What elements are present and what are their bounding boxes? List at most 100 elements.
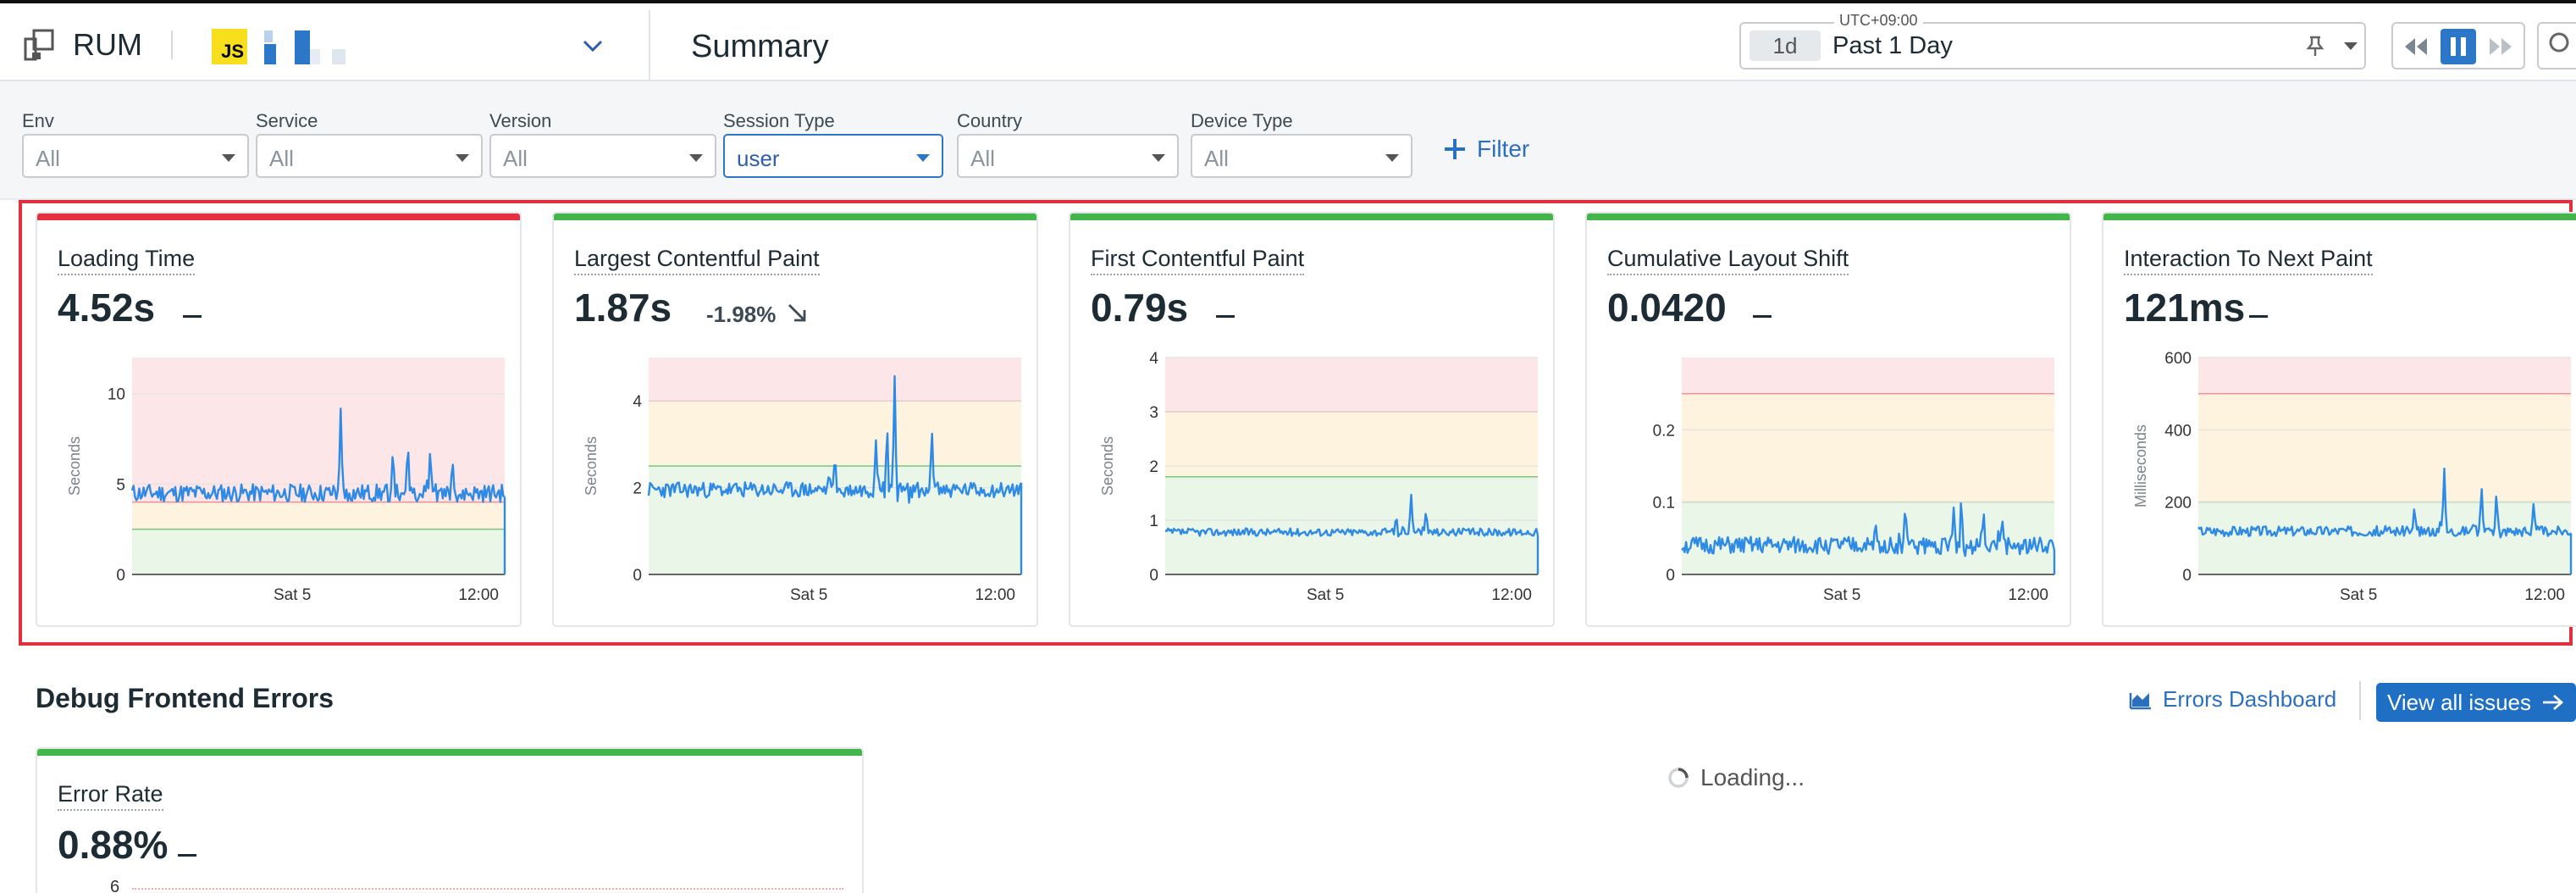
y-tick-label: 0 <box>2182 567 2192 585</box>
y-tick-label: 0 <box>1149 567 1158 585</box>
time-range-chip: 1d <box>1750 31 1821 61</box>
needs-improvement-zone <box>1682 393 2054 502</box>
caret-down-icon[interactable] <box>2341 36 2361 56</box>
filter-value: All <box>1204 146 1229 171</box>
country-filter[interactable]: Country All <box>957 110 1179 178</box>
view-all-issues-button[interactable]: View all issues <box>2376 683 2576 722</box>
metric-card-loading-time[interactable]: Loading Time 4.52s 0 5 10 Sat 5 12:00 Seconds <box>36 212 522 627</box>
trend-flat-icon <box>183 315 202 318</box>
good-zone <box>1165 476 1538 574</box>
chevron-down-icon[interactable] <box>579 32 606 59</box>
card-title[interactable]: Cumulative Layout Shift <box>1607 246 1849 275</box>
fast-forward-button[interactable] <box>2483 29 2518 64</box>
y-tick-label: 6 <box>110 878 120 893</box>
pause-icon <box>2451 37 2466 56</box>
series-line <box>2197 467 2572 539</box>
needs-improvement-zone <box>132 502 505 530</box>
error-rate-card[interactable]: Error Rate 0.88% 6 <box>36 747 864 893</box>
card-value: 1.87s <box>574 286 672 330</box>
plus-icon <box>1445 139 1465 159</box>
status-bar <box>1070 214 1553 220</box>
x-tick-label: 12:00 <box>1491 586 1532 604</box>
rewind-button[interactable] <box>2398 29 2434 64</box>
card-title[interactable]: Largest Contentful Paint <box>574 246 820 275</box>
timezone-label: UTC+09:00 <box>1834 12 1923 30</box>
filter-label: Session Type <box>723 110 835 131</box>
y-tick-label: 2 <box>1149 458 1158 476</box>
y-axis-label: Seconds <box>1099 436 1116 496</box>
env-select[interactable]: All <box>22 134 249 178</box>
section-title: Debug Frontend Errors <box>36 683 334 713</box>
service-select[interactable]: All <box>256 134 483 178</box>
filter-value: All <box>269 146 294 171</box>
card-title[interactable]: Loading Time <box>58 246 196 275</box>
session-type-select[interactable]: user <box>723 134 943 178</box>
y-tick-label: 4 <box>1149 350 1158 368</box>
line-chart: 0 200 400 600 Sat 5 12:00 Milliseconds <box>2132 350 2573 604</box>
filter-bar: Env All Service All Version All Session … <box>0 81 2576 200</box>
caret-down-icon <box>222 154 235 162</box>
pin-icon[interactable] <box>2303 34 2327 58</box>
poor-zone <box>132 358 505 502</box>
env-filter[interactable]: Env All <box>22 110 249 178</box>
metric-card-interaction-to-next-paint[interactable]: Interaction To Next Paint 121ms 0 200 400 600… <box>2102 212 2576 627</box>
device-type-select[interactable]: All <box>1191 134 1412 178</box>
country-select[interactable]: All <box>957 134 1179 178</box>
x-tick-label: Sat 5 <box>1823 586 1860 604</box>
card-title[interactable]: First Contentful Paint <box>1091 246 1305 275</box>
x-tick-label: Sat 5 <box>2340 586 2377 604</box>
version-filter[interactable]: Version All <box>489 110 716 178</box>
metric-card-first-contentful-paint[interactable]: First Contentful Paint 0.79s 0 1 2 3 4 Sat 5 12:… <box>1069 212 1555 627</box>
view-all-issues-label: View all issues <box>2386 689 2532 715</box>
x-tick-label: Sat 5 <box>790 586 827 604</box>
filter-label: Service <box>256 110 318 131</box>
version-select[interactable]: All <box>489 134 716 178</box>
y-tick-label: 1 <box>1149 513 1158 530</box>
add-filter-button[interactable]: Filter <box>1443 132 1529 166</box>
metric-card-cumulative-layout-shift[interactable]: Cumulative Layout Shift 0.0420 0 0.1 0.2 Sat … <box>1585 212 2071 627</box>
series-line <box>1164 493 1540 538</box>
spinner-icon <box>1668 768 1689 788</box>
needs-improvement-zone <box>2198 393 2571 502</box>
filter-value: All <box>970 146 995 171</box>
card-value: 0.0420 <box>1607 286 1727 330</box>
y-tick-label: 0.2 <box>1653 422 1675 440</box>
y-tick-label: 400 <box>2164 422 2192 440</box>
y-tick-label: 5 <box>116 476 125 494</box>
y-tick-label: 0 <box>116 567 125 585</box>
line-chart: 0 0.1 0.2 Sat 5 12:00 <box>1653 358 2056 604</box>
series-line <box>130 408 506 503</box>
status-bar <box>1587 214 2070 220</box>
poor-zone <box>1165 358 1538 412</box>
metric-card-largest-contentful-paint[interactable]: Largest Contentful Paint 1.87s -1.98% 0 2 4 Sa… <box>552 212 1038 627</box>
application-badge[interactable]: JS <box>212 29 247 64</box>
filter-label: Env <box>22 110 54 131</box>
y-tick-label: 10 <box>108 386 125 404</box>
application-name-redacted[interactable] <box>261 29 371 66</box>
y-tick-label: 0.1 <box>1653 495 1675 513</box>
change-percentage: -1.98% <box>706 302 777 327</box>
device-type-filter[interactable]: Device Type All <box>1191 110 1412 178</box>
errors-dashboard-link[interactable]: Errors Dashboard <box>2129 686 2336 713</box>
loading-text: Loading... <box>1700 764 1805 790</box>
card-value: 4.52s <box>58 286 156 330</box>
service-filter[interactable]: Service All <box>256 110 483 178</box>
area-chart-icon <box>2129 692 2151 709</box>
top-bar: RUM JS Summary UTC+09:00 1d Past 1 Day <box>0 7 2576 83</box>
search-button[interactable] <box>2537 22 2576 69</box>
threshold-line <box>132 888 843 890</box>
y-tick-label: 3 <box>1149 404 1158 422</box>
session-type-filter[interactable]: Session Type user <box>723 110 943 178</box>
line-chart: 0 5 10 Sat 5 12:00 Seconds <box>66 358 506 604</box>
poor-zone <box>2198 358 2571 394</box>
x-tick-label: 12:00 <box>2524 586 2565 604</box>
line-chart: 0 1 2 3 4 Sat 5 12:00 Seconds <box>1099 350 1540 604</box>
time-range-picker[interactable]: 1d Past 1 Day <box>1739 22 2366 69</box>
trend-flat-icon <box>1753 315 1772 318</box>
filter-label: Device Type <box>1191 110 1293 131</box>
card-title[interactable]: Interaction To Next Paint <box>2124 246 2373 275</box>
y-tick-label: 2 <box>633 480 642 498</box>
needs-improvement-zone <box>649 401 1021 466</box>
card-title: Error Rate <box>58 781 163 811</box>
pause-button[interactable] <box>2441 29 2476 64</box>
